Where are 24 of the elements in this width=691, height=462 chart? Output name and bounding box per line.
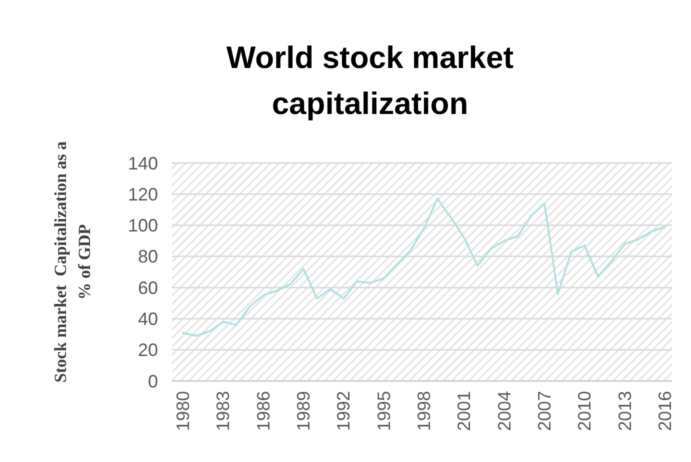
line-series — [182, 198, 666, 337]
x-tick-label: 2001 — [454, 391, 474, 432]
y-tick-label: 80 — [138, 246, 158, 267]
y-tick-label: 140 — [128, 153, 158, 174]
y-axis-title: Stock market Capitalization as a % of GDP — [51, 140, 94, 383]
x-tick-label: 2013 — [614, 391, 635, 432]
x-tick-label: 1980 — [173, 391, 193, 432]
x-tick-label: 1992 — [334, 391, 354, 432]
x-tick-label: 1986 — [253, 391, 274, 432]
y-tick-label: 60 — [138, 278, 158, 298]
y-tick-label: 120 — [128, 184, 158, 204]
y-tick-label: 0 — [148, 371, 158, 392]
x-tick-label: 2004 — [494, 391, 514, 432]
y-tick-label: 100 — [128, 216, 158, 236]
x-tick-label: 2007 — [534, 391, 554, 432]
x-tick-label: 2016 — [655, 391, 675, 432]
y-tick-label: 20 — [138, 340, 158, 360]
x-tick-label: 2010 — [574, 391, 595, 432]
y-tick-label: 40 — [138, 309, 158, 330]
x-tick-label: 1995 — [374, 391, 394, 432]
x-tick-label: 1998 — [414, 391, 434, 432]
chart-title: World stock market capitalization — [226, 40, 514, 121]
x-tick-label: 1989 — [294, 391, 314, 432]
x-tick-label: 1983 — [213, 391, 234, 432]
